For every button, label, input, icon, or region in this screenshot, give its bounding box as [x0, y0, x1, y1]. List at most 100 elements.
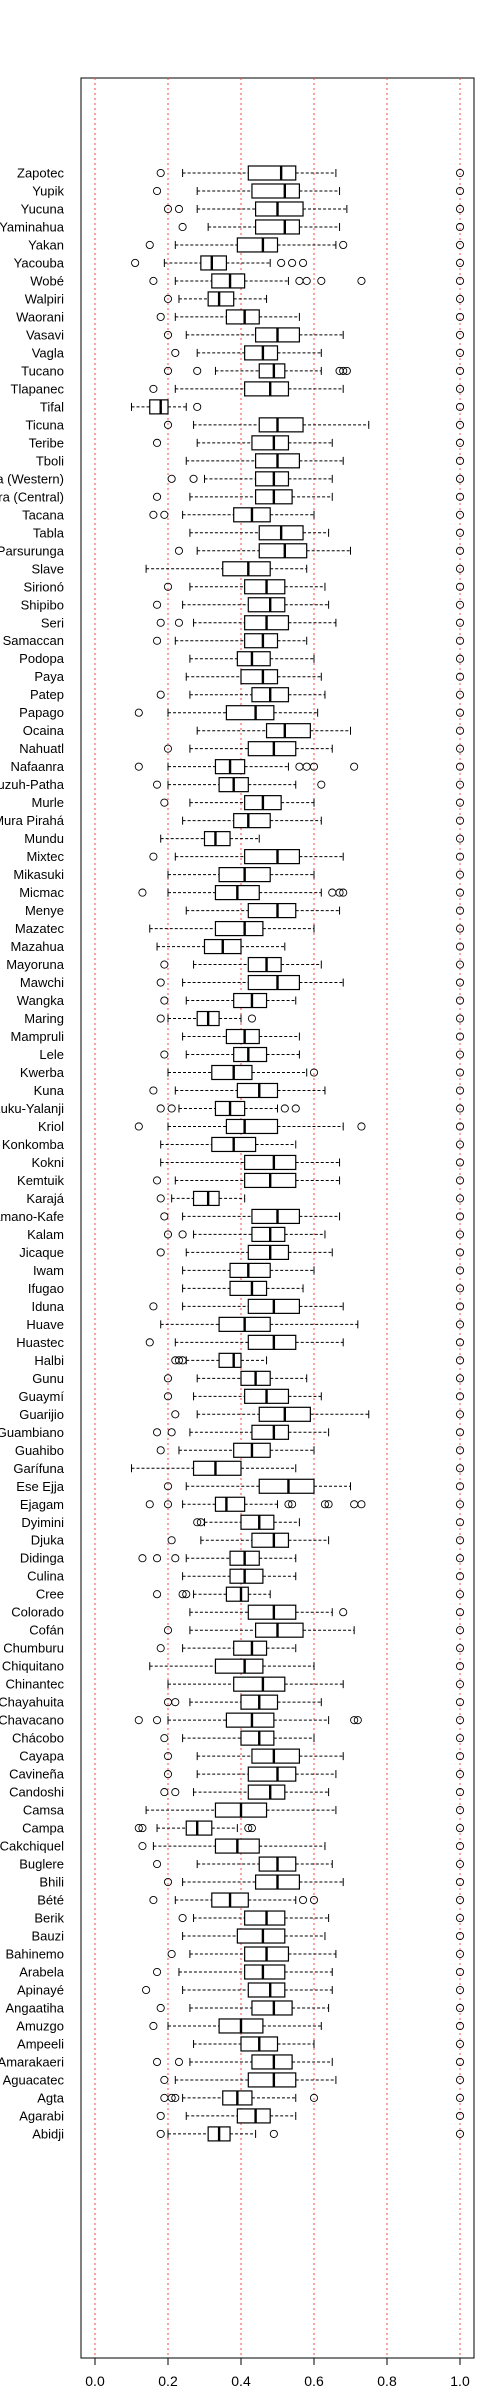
outlier-point: [455, 1824, 465, 1833]
category-label: Guarijio: [19, 1407, 64, 1422]
category-label: Kwerba: [20, 1065, 65, 1080]
category-label: Wangka: [17, 993, 65, 1008]
box-row: [145, 1334, 465, 1350]
box-row: [134, 1712, 465, 1728]
iqr-box: [244, 849, 300, 865]
box-row: [167, 1064, 465, 1081]
outlier-point: [455, 1662, 465, 1671]
iqr-box: [236, 1082, 279, 1099]
outlier-point: [455, 1572, 465, 1581]
outlier-point: [455, 2129, 465, 2138]
iqr-box: [149, 399, 169, 415]
outlier-point: [455, 924, 465, 933]
outlier-point: [455, 1626, 465, 1635]
outlier-point: [455, 1338, 465, 1347]
box-row: [156, 2126, 465, 2142]
category-label: Wobé: [30, 273, 64, 288]
outlier-point: [298, 1895, 308, 1905]
iqr-box: [236, 1928, 286, 1944]
box-row: [189, 651, 465, 667]
outlier-point: [156, 1104, 165, 1113]
category-label: Djuka: [31, 1533, 65, 1548]
iqr-box: [211, 273, 246, 289]
outlier-point: [455, 204, 465, 214]
outlier-point: [152, 1554, 162, 1563]
outlier-point: [455, 852, 465, 861]
outlier-point: [335, 888, 344, 897]
category-label: Tarahumara (Western): [0, 471, 64, 486]
box-row: [163, 1748, 465, 1764]
iqr-box: [229, 1262, 271, 1278]
outlier-point: [455, 384, 465, 393]
iqr-box: [247, 974, 301, 991]
iqr-box: [258, 1478, 315, 1494]
category-label: Mampruli: [11, 1029, 65, 1044]
outlier-point: [455, 1590, 465, 1599]
outlier-point: [455, 1698, 465, 1707]
outlier-point: [455, 276, 465, 285]
outlier-point: [350, 1716, 359, 1725]
iqr-box: [192, 1190, 220, 1207]
category-label: Konkomba: [2, 1137, 65, 1152]
outlier-point: [455, 636, 465, 645]
box-row: [152, 633, 465, 649]
box-row: [149, 1298, 465, 1314]
category-label: Kamano-Kafe: [0, 1209, 64, 1224]
iqr-box: [214, 920, 264, 937]
iqr-box: [240, 1514, 275, 1530]
category-label: Angaatiha: [5, 2000, 64, 2015]
outlier-point: [152, 1176, 162, 1185]
outlier-point: [149, 852, 158, 861]
outlier-point: [163, 1770, 173, 1779]
category-label: Cavineña: [9, 1767, 65, 1782]
box-row: [171, 345, 465, 361]
category-label: Yaminahua: [0, 219, 65, 234]
category-label: Chavacano: [0, 1713, 64, 1728]
outlier-point: [455, 960, 465, 969]
iqr-box: [207, 291, 235, 307]
outlier-point: [455, 1464, 465, 1473]
category-label: Candoshi: [9, 1785, 64, 1800]
category-label: Yucuna: [21, 201, 65, 216]
outlier-point: [455, 222, 465, 232]
iqr-box: [244, 1154, 297, 1171]
outlier-point: [163, 1392, 173, 1401]
category-label: Muzuh-Patha: [0, 777, 65, 792]
outlier-point: [152, 186, 162, 196]
category-label: Bété: [37, 1893, 64, 1908]
iqr-box: [203, 831, 231, 847]
category-label: Buglere: [19, 1857, 64, 1872]
category-label: Tifal: [40, 399, 64, 414]
outlier-point: [455, 744, 465, 753]
outlier-point: [350, 762, 359, 771]
category-label: Bhili: [39, 1875, 64, 1890]
category-label: Waorani: [16, 309, 64, 324]
outlier-point: [302, 762, 311, 771]
outlier-point: [280, 1104, 289, 1113]
box-row: [163, 291, 465, 307]
outlier-point: [455, 438, 465, 447]
outlier-point: [277, 258, 286, 268]
outlier-point: [455, 1985, 465, 1995]
box-row: [182, 813, 465, 829]
category-label: Ifugao: [28, 1281, 64, 1296]
category-label: Chinantec: [5, 1677, 64, 1692]
iqr-box: [251, 1748, 300, 1764]
box-row: [152, 597, 465, 613]
box-row: [193, 1514, 465, 1530]
iqr-box: [251, 1208, 300, 1225]
outlier-point: [455, 1050, 465, 1059]
outlier-point: [455, 1194, 465, 1203]
box-row: [163, 1874, 465, 1890]
box-row: [145, 1496, 465, 1512]
outlier-point: [138, 888, 147, 897]
box-row: [163, 327, 465, 343]
box-row: [160, 992, 465, 1009]
category-label: Mayoruna: [6, 957, 65, 972]
box-row: [196, 723, 465, 739]
outlier-point: [142, 1985, 151, 1995]
box-row: [167, 1532, 465, 1548]
iqr-box: [251, 2054, 293, 2070]
box-row: [156, 1244, 465, 1261]
